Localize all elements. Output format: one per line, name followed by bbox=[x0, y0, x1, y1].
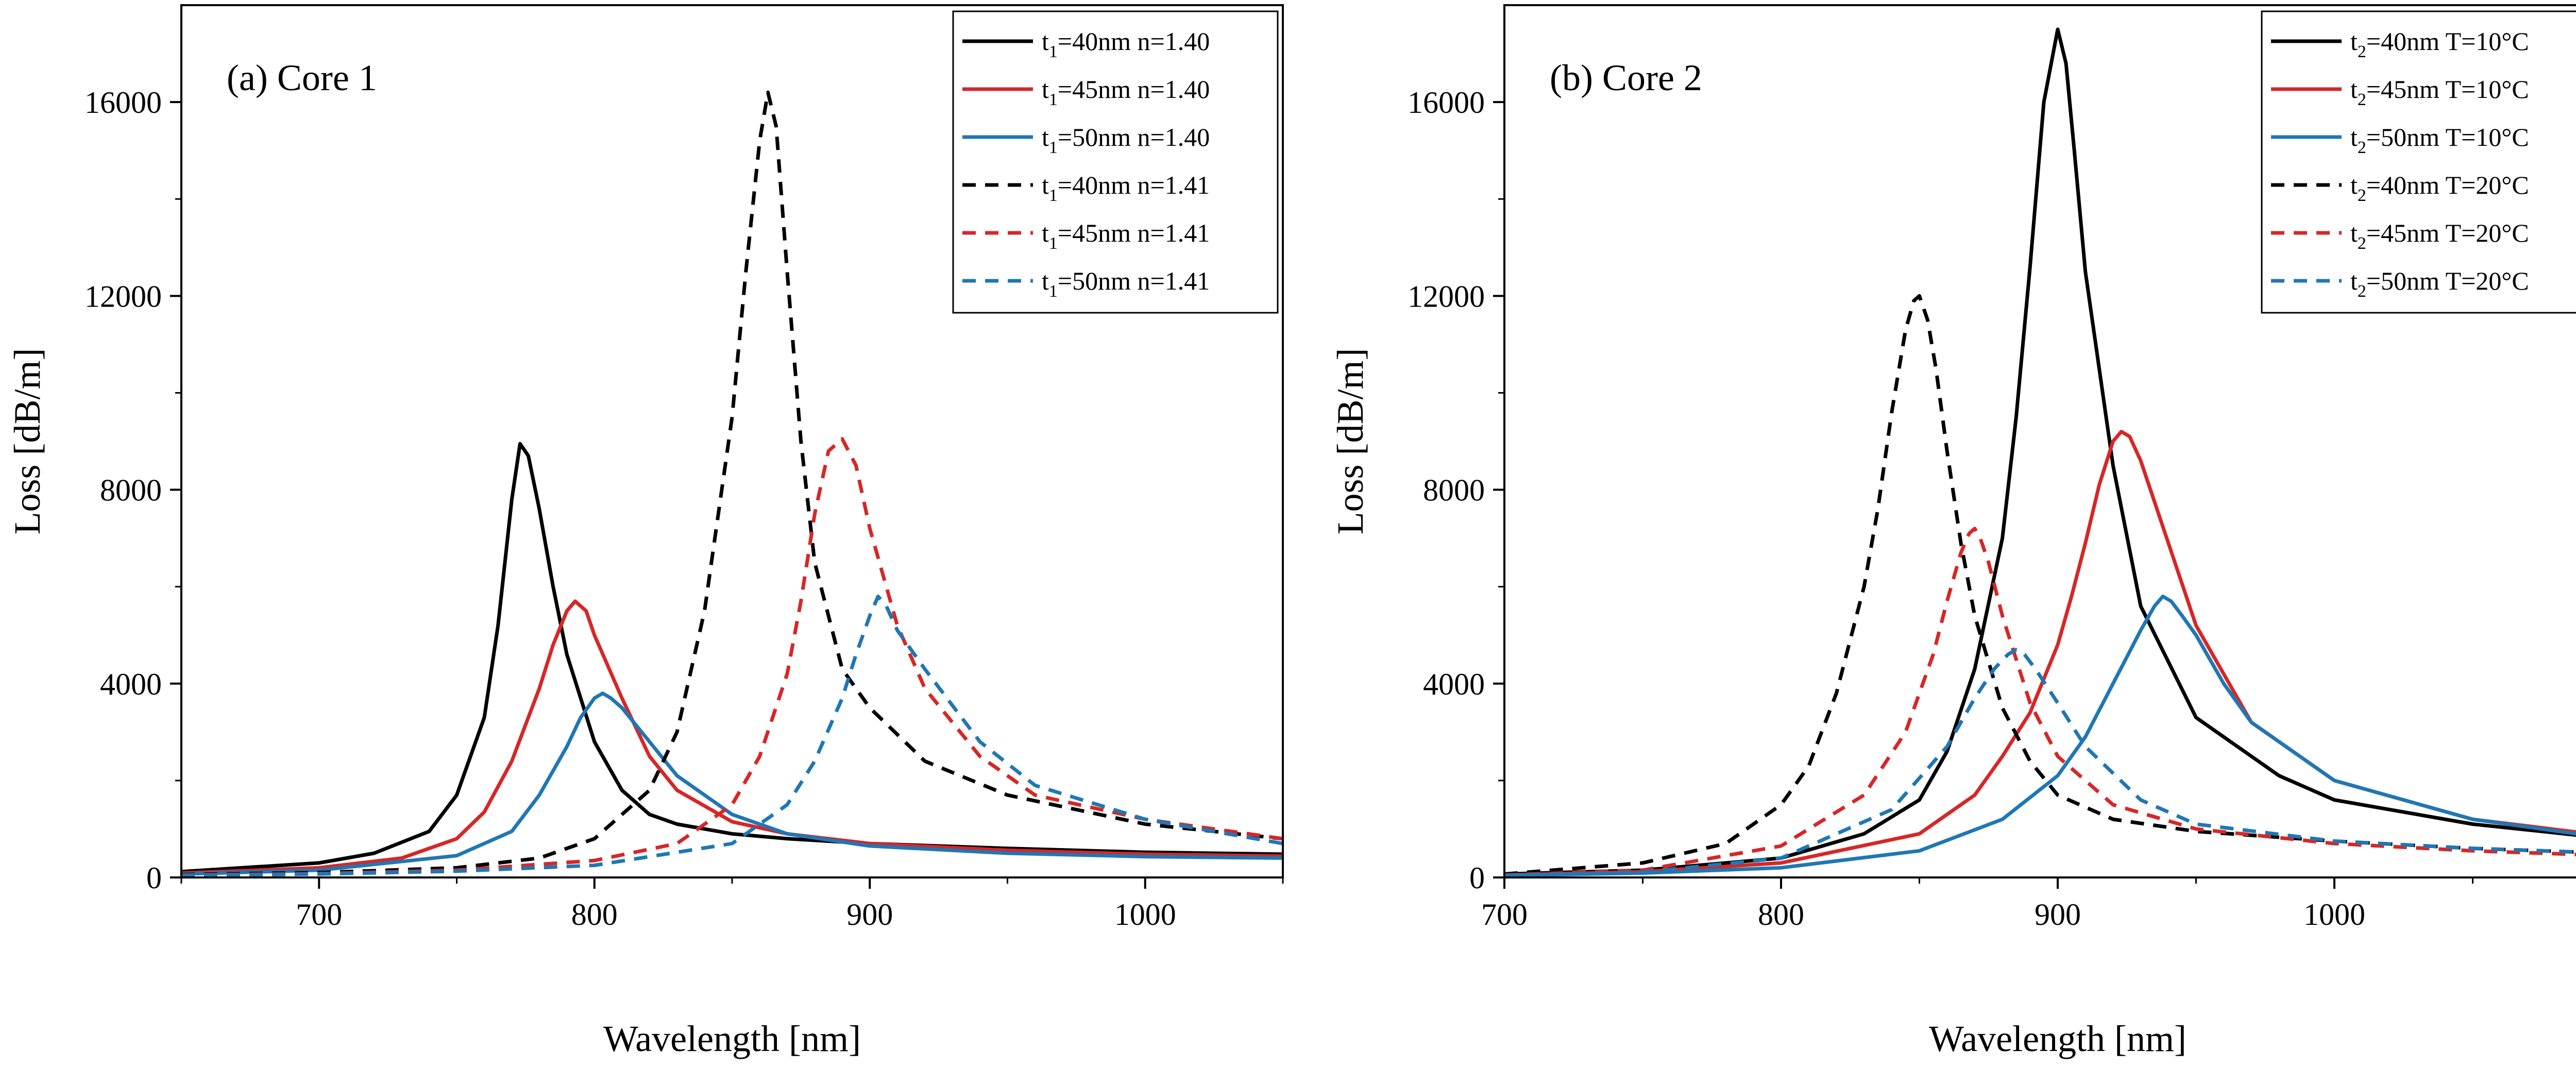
y-tick-label: 0 bbox=[146, 861, 162, 895]
y-tick-label: 4000 bbox=[1423, 667, 1485, 701]
legend: t2=40nm T=10°C t2=45nm T=10°C t2=50nm T=10… bbox=[2261, 10, 2576, 314]
legend-label-4: t2=40nm T=20°C bbox=[2350, 171, 2529, 205]
series-lines bbox=[181, 90, 1283, 877]
y-tick-label: 8000 bbox=[100, 474, 162, 508]
series-line-2 bbox=[1504, 430, 2576, 877]
panel-b: 700800900100011000400080001200016000Wave… bbox=[1330, 4, 2576, 1059]
x-tick-label: 900 bbox=[2035, 898, 2081, 932]
series-line-4 bbox=[181, 90, 1283, 876]
series-line-1 bbox=[1504, 27, 2576, 876]
legend-label-2: t1=45nm n=1.40 bbox=[1042, 75, 1210, 109]
legend-label-3: t1=50nm n=1.40 bbox=[1042, 123, 1210, 157]
x-tick-label: 1000 bbox=[2303, 898, 2365, 932]
series-line-3 bbox=[181, 691, 1283, 876]
legend: t1=40nm n=1.40 t1=45nm n=1.40 t1=50nm n=1.… bbox=[952, 10, 1279, 314]
series-line-4 bbox=[1504, 294, 2576, 876]
y-tick-label: 12000 bbox=[1408, 279, 1485, 313]
legend-label-1: t2=40nm T=10°C bbox=[2350, 27, 2529, 61]
panel-a: 700 800 900 1000 0 4000 8000 12000 16000 Waveleng… bbox=[7, 4, 1284, 1059]
legend-box bbox=[952, 10, 1279, 314]
x-tick-label: 1000 bbox=[1114, 898, 1176, 932]
y-tick-label: 4000 bbox=[100, 667, 162, 701]
legend-label-2: t2=45nm T=10°C bbox=[2350, 75, 2529, 109]
series-line-6 bbox=[181, 595, 1283, 877]
series-lines bbox=[1504, 27, 2576, 877]
y-tick-label: 12000 bbox=[84, 279, 162, 313]
series-line-1 bbox=[181, 442, 1283, 874]
x-tick-label: 900 bbox=[846, 898, 893, 932]
x-tick-label: 800 bbox=[1758, 898, 1804, 932]
x-axis-label: Wavelength [nm] bbox=[1929, 1018, 2187, 1059]
legend-label-6: t1=50nm n=1.41 bbox=[1042, 266, 1210, 301]
legend-label-5: t1=45nm n=1.41 bbox=[1042, 218, 1210, 253]
legend-label-4: t1=40nm n=1.41 bbox=[1042, 171, 1210, 205]
series-line-5 bbox=[1504, 527, 2576, 877]
y-tick-label: 16000 bbox=[1408, 86, 1485, 120]
legend-label-6: t2=50nm T=20°C bbox=[2350, 266, 2529, 301]
legend-label-3: t2=50nm T=10°C bbox=[2350, 123, 2529, 157]
x-tick-label: 700 bbox=[1481, 898, 1528, 932]
legend-label-5: t2=45nm T=20°C bbox=[2350, 218, 2529, 253]
x-axis-label: Wavelength [nm] bbox=[603, 1018, 861, 1059]
y-tick-label: 0 bbox=[1469, 861, 1485, 895]
series-line-3 bbox=[1504, 595, 2576, 877]
y-axis-label: Loss [dB/m] bbox=[1330, 348, 1371, 534]
y-tick-label: 8000 bbox=[1423, 474, 1485, 508]
x-tick-label: 800 bbox=[571, 898, 618, 932]
legend-box bbox=[2261, 10, 2576, 314]
x-tick-label: 700 bbox=[296, 898, 342, 932]
panel-title: (b) Core 2 bbox=[1550, 57, 1702, 98]
panel-title: (a) Core 1 bbox=[227, 57, 377, 98]
legend-label-1: t1=40nm n=1.40 bbox=[1042, 27, 1210, 61]
y-tick-label: 16000 bbox=[84, 86, 162, 120]
y-axis-label: Loss [dB/m] bbox=[7, 348, 48, 534]
